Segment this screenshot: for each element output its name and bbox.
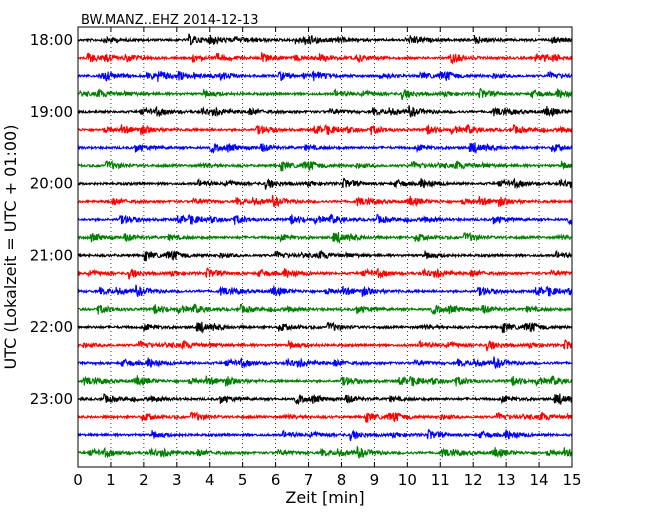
x-tick-label: 2 <box>139 471 149 489</box>
trace-2345 <box>77 446 573 459</box>
trace-2030 <box>77 213 573 226</box>
trace-2230 <box>77 356 573 370</box>
x-tick-label: 9 <box>370 471 380 489</box>
y-axis-ticks: 18:00 19:00 20:00 21:00 22:00 23:00 <box>30 31 572 408</box>
x-tick-label: 12 <box>464 471 483 489</box>
x-tick-label: 11 <box>431 471 450 489</box>
trace-2215 <box>77 339 573 352</box>
trace-2315 <box>77 410 573 423</box>
trace-2145 <box>77 303 573 316</box>
trace-2115 <box>77 267 573 280</box>
x-tick-label: 10 <box>398 471 417 489</box>
trace-2015 <box>77 194 573 208</box>
y-tick-label: 20:00 <box>30 175 73 193</box>
y-tick-label: 22:00 <box>30 318 73 336</box>
trace-2300 <box>77 393 573 406</box>
y-tick-label: 21:00 <box>30 246 73 264</box>
x-tick-label: 14 <box>530 471 549 489</box>
plot-frame <box>77 26 573 468</box>
x-tick-label: 7 <box>304 471 314 489</box>
x-axis-label: Zeit [min] <box>285 488 364 507</box>
grid-lines <box>110 27 540 467</box>
y-axis-label: UTC (Lokalzeit = UTC + 01:00) <box>1 125 20 370</box>
trace-1815 <box>77 51 573 65</box>
trace-1800 <box>77 33 573 46</box>
chart-title: BW.MANZ..EHZ 2014-12-13 <box>81 13 259 28</box>
trace-2200 <box>77 321 573 334</box>
y-tick-label: 18:00 <box>30 31 73 49</box>
trace-1900 <box>77 105 573 118</box>
y-tick-label: 19:00 <box>30 103 73 121</box>
trace-1930 <box>77 142 573 155</box>
trace-2130 <box>77 284 573 297</box>
trace-2045 <box>77 231 573 245</box>
trace-1945 <box>77 159 573 172</box>
x-axis-ticks: 0 1 2 3 4 5 6 7 8 9 10 11 12 13 14 15 <box>73 27 582 489</box>
trace-2100 <box>77 249 573 262</box>
y-tick-label: 23:00 <box>30 390 73 408</box>
x-tick-label: 4 <box>205 471 215 489</box>
trace-2245 <box>78 375 573 387</box>
trace-group <box>77 33 573 459</box>
x-tick-label: 6 <box>271 471 281 489</box>
trace-2000 <box>77 177 573 190</box>
x-tick-label: 13 <box>497 471 516 489</box>
x-tick-label: 5 <box>238 471 248 489</box>
x-tick-label: 0 <box>73 471 83 489</box>
x-tick-label: 3 <box>172 471 182 489</box>
x-tick-label: 8 <box>337 471 347 489</box>
trace-1830 <box>77 70 573 82</box>
x-tick-label: 1 <box>106 471 116 489</box>
trace-1845 <box>77 88 573 101</box>
trace-2330 <box>77 428 573 442</box>
x-tick-label: 15 <box>562 471 581 489</box>
trace-1915 <box>77 123 573 136</box>
